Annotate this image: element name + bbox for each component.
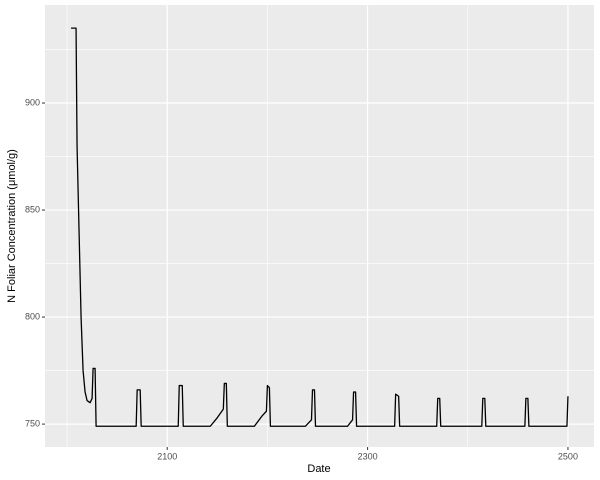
x-tick-label: 2100 [157,451,177,461]
panel [45,5,594,447]
y-axis-title: N Foliar Concentration (μmol/g) [6,149,18,303]
x-axis-title: Date [307,463,330,475]
y-tick-label: 900 [25,97,40,107]
data-line [71,27,569,427]
x-tick-label: 2300 [358,451,378,461]
y-tick-label: 850 [25,204,40,214]
y-tick-label: 800 [25,311,40,321]
x-tick-label: 2500 [558,451,578,461]
y-tick-label: 750 [25,418,40,428]
